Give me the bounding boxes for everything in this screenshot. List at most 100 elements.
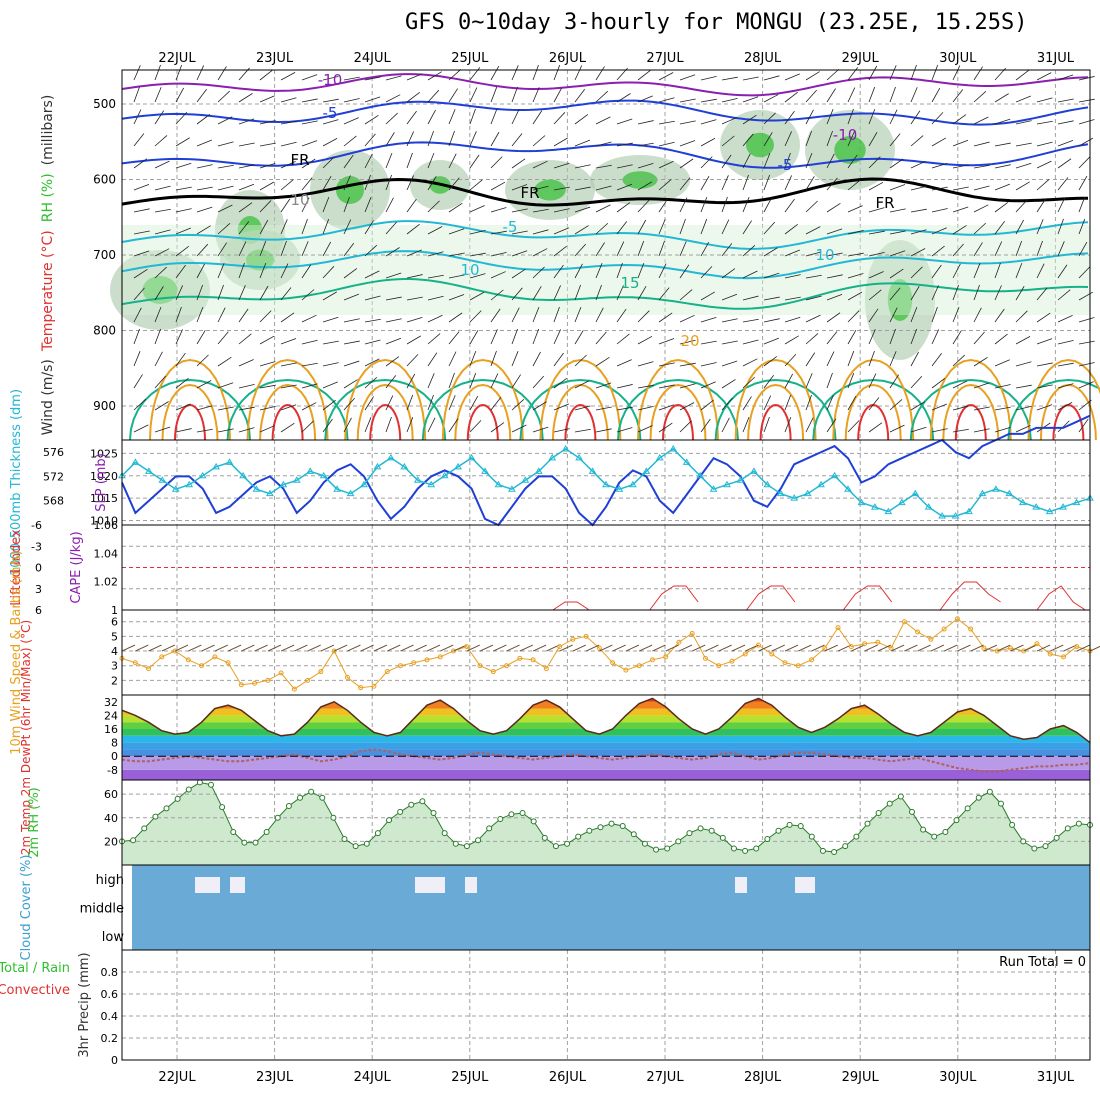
- wind-barb: [511, 158, 526, 169]
- wind-barb-10m: [227, 644, 242, 652]
- wind-barb: [700, 362, 717, 367]
- slp-marker: [548, 453, 557, 461]
- rh-marker: [920, 826, 927, 833]
- rh-shade-core: [834, 136, 866, 164]
- wind-barb: [721, 135, 735, 147]
- wind-barb-10m: [1063, 644, 1077, 652]
- wind-barb: [469, 273, 486, 279]
- wind-barb: [301, 264, 312, 279]
- date-label-bottom: 23JUL: [256, 1070, 294, 1085]
- wind-barb: [259, 240, 267, 257]
- wind-barb: [826, 351, 835, 367]
- date-label-bottom: 26JUL: [549, 1070, 587, 1085]
- wind-barb: [448, 252, 465, 257]
- wind-barb: [700, 119, 717, 125]
- wind-barb: [868, 108, 876, 125]
- wind-speed-marker: [901, 619, 907, 625]
- rh-marker: [196, 779, 203, 786]
- wind-speed-marker: [968, 626, 974, 632]
- wind-barb: [217, 66, 227, 81]
- wind-speed-marker: [331, 648, 337, 654]
- wind-barb: [301, 383, 318, 389]
- wind-barb: [700, 241, 710, 257]
- wind-barb: [826, 68, 840, 81]
- wind-barb: [973, 242, 983, 257]
- wind-barb: [700, 156, 713, 169]
- wind-barb: [385, 153, 393, 169]
- temp-band: [122, 722, 1090, 729]
- wind-barb: [595, 222, 609, 235]
- slp-marker: [965, 507, 973, 515]
- wind-barb: [826, 130, 833, 147]
- wind-barb: [805, 417, 814, 433]
- wind-barb: [574, 186, 591, 191]
- wind-barb: [154, 426, 171, 433]
- wind-barb: [637, 120, 654, 125]
- wind-speed-marker: [1007, 645, 1013, 651]
- rh-marker: [497, 815, 504, 822]
- wind-barb: [448, 274, 465, 279]
- wind-speed-marker: [490, 669, 496, 675]
- wind-speed-marker: [994, 648, 1000, 654]
- wind-barb: [553, 112, 566, 125]
- rh-marker: [708, 827, 715, 834]
- slp-marker: [346, 489, 355, 497]
- wind-barb: [1057, 264, 1068, 279]
- rh-marker: [986, 788, 993, 795]
- wind-barb: [1078, 381, 1094, 389]
- wind-barb: [763, 337, 780, 345]
- contour-label: -10: [833, 126, 858, 144]
- wind-barb: [1057, 120, 1074, 125]
- wind-barb: [511, 424, 527, 433]
- wind-barb: [427, 109, 436, 125]
- temp-band: [122, 742, 1090, 750]
- wind-barb-10m: [135, 644, 149, 652]
- wind-barb: [805, 352, 816, 367]
- wind-barb: [952, 164, 969, 169]
- wind-barb: [868, 65, 878, 81]
- wind-barb: [406, 198, 417, 213]
- date-label-top: 25JUL: [451, 51, 489, 66]
- wind-barb: [427, 417, 436, 433]
- wind-barb: [301, 420, 314, 433]
- wind-speed-marker: [570, 636, 576, 642]
- wind-barb: [553, 264, 564, 279]
- wind-barb: [553, 285, 561, 301]
- wind-barb: [490, 207, 507, 213]
- wind-barb: [763, 112, 776, 125]
- wind-barb: [217, 406, 234, 411]
- wind-barb: [1036, 160, 1052, 169]
- temp-band: [122, 749, 1090, 757]
- wind-barb: [175, 111, 188, 125]
- wind-barb: [721, 417, 730, 433]
- cape-tick: 1.04: [94, 547, 119, 560]
- wind-barb: [700, 381, 716, 389]
- wind-speed-marker: [875, 639, 881, 645]
- slp-marker: [978, 489, 987, 497]
- diurnal-contour: [832, 358, 915, 441]
- diurnal-contour: [1052, 403, 1085, 441]
- wind-barb: [637, 69, 651, 81]
- wind-barb: [700, 175, 710, 191]
- wind-barb: [700, 218, 708, 235]
- rh-marker: [341, 836, 348, 843]
- contour-label: 20: [680, 332, 699, 350]
- wind-barb: [196, 164, 213, 169]
- temp-tick: 0: [111, 750, 118, 763]
- wind-barb: [763, 132, 773, 147]
- wind-barb: [952, 114, 967, 125]
- wind-barb: [1036, 198, 1047, 213]
- wind-barb: [742, 295, 759, 301]
- slp-marker: [239, 471, 247, 479]
- wind-barb-10m: [890, 644, 905, 652]
- temp-band: [122, 756, 1090, 770]
- wind-barb: [364, 318, 381, 323]
- wind-barb: [1036, 219, 1044, 235]
- wind-barb: [343, 117, 359, 125]
- wind-barb: [154, 208, 171, 213]
- wind-speed-marker: [888, 645, 894, 651]
- wind-barb: [217, 223, 231, 235]
- wind-barb-10m: [851, 644, 865, 652]
- wind-barb: [343, 397, 355, 411]
- slp-marker: [776, 489, 785, 497]
